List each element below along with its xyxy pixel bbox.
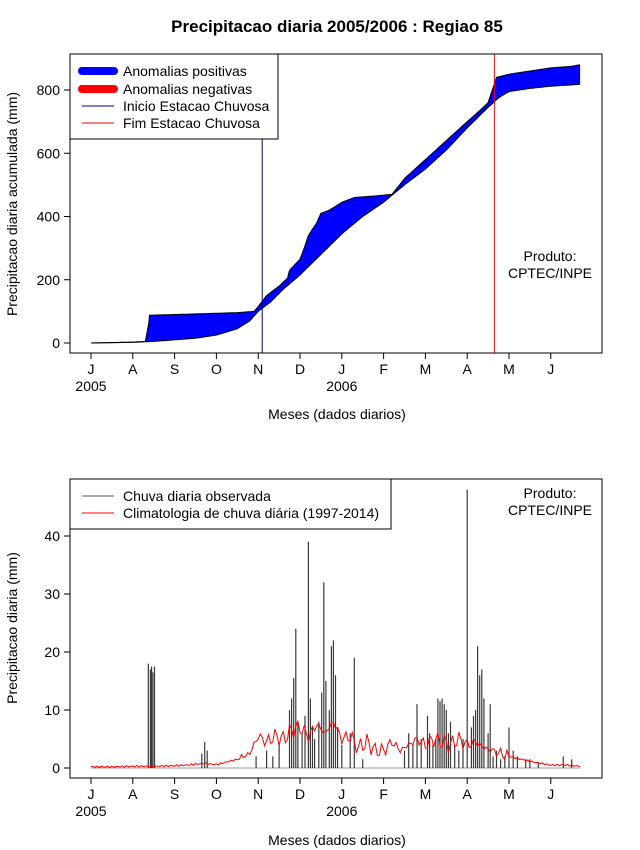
x-tick-label: F xyxy=(379,361,388,377)
x-tick-label: A xyxy=(463,786,473,802)
x-tick-label: J xyxy=(88,361,95,377)
product-source: CPTEC/INPE xyxy=(508,265,592,281)
y-axis-label: Precipitacao diaria acumulada (mm) xyxy=(4,92,20,316)
y-tick-label: 0 xyxy=(52,335,60,351)
y-axis: 0 200 400 600 800 xyxy=(37,82,71,351)
x-tick-label: O xyxy=(211,786,222,802)
positive-anomaly-area xyxy=(91,64,581,343)
y-tick-label: 20 xyxy=(44,644,60,660)
anomaly-areas xyxy=(91,64,581,343)
x-tick-label: F xyxy=(379,786,388,802)
legend: Anomalias positivas Anomalias negativas … xyxy=(69,53,279,140)
y-tick-label: 30 xyxy=(44,586,60,602)
x-tick-label: D xyxy=(295,361,305,377)
legend-label-positive: Anomalias positivas xyxy=(123,63,247,79)
y-tick-label: 40 xyxy=(44,528,60,544)
x-tick-label: S xyxy=(170,361,179,377)
legend-label-negative: Anomalias negativas xyxy=(123,81,252,97)
accumulated-precip-chart: Precipitacao diaria 2005/2006 : Regiao 8… xyxy=(4,17,603,422)
product-source: CPTEC/INPE xyxy=(508,502,592,518)
x-tick-label: J xyxy=(338,361,345,377)
x-tick-label: A xyxy=(463,361,473,377)
x-tick-label: J xyxy=(88,786,95,802)
x-tick-label: A xyxy=(128,786,138,802)
legend-label-end: Fim Estacao Chuvosa xyxy=(123,115,260,131)
y-axis: 0 10 20 30 40 xyxy=(44,528,71,776)
x-tick-label: N xyxy=(253,786,263,802)
product-label: Produto: xyxy=(524,485,577,501)
y-tick-label: 600 xyxy=(37,145,61,161)
legend-label-climatology: Climatologia de chuva diária (1997-2014) xyxy=(123,505,379,521)
x-tick-label: D xyxy=(295,786,305,802)
year-label: 2006 xyxy=(326,803,357,819)
x-tick-label: M xyxy=(503,786,515,802)
y-tick-label: 200 xyxy=(37,272,61,288)
x-tick-label: S xyxy=(170,786,179,802)
climatology-accumulated-line xyxy=(91,83,581,344)
x-axis-label: Meses (dados diarios) xyxy=(268,832,406,848)
x-axis-label: Meses (dados diarios) xyxy=(268,406,406,422)
x-tick-label: J xyxy=(547,361,554,377)
y-tick-label: 400 xyxy=(37,209,61,225)
x-tick-label: M xyxy=(420,786,432,802)
daily-bars xyxy=(91,489,581,769)
y-tick-label: 0 xyxy=(52,760,60,776)
legend-label-observed: Chuva diaria observada xyxy=(123,488,271,504)
y-tick-label: 800 xyxy=(37,82,61,98)
x-tick-label: J xyxy=(547,786,554,802)
accumulated-lines xyxy=(91,64,581,344)
y-tick-label: 10 xyxy=(44,702,60,718)
year-label: 2005 xyxy=(75,378,106,394)
year-label: 2005 xyxy=(75,803,106,819)
chart-title: Precipitacao diaria 2005/2006 : Regiao 8… xyxy=(171,17,503,36)
climatology-line xyxy=(90,719,581,769)
observed-accumulated-line xyxy=(91,64,581,344)
y-axis-label: Precipitacao diaria (mm) xyxy=(4,552,20,704)
x-tick-label: A xyxy=(128,361,138,377)
x-tick-label: O xyxy=(211,361,222,377)
legend: Chuva diaria observada Climatologia de c… xyxy=(69,478,392,530)
x-tick-label: N xyxy=(253,361,263,377)
legend-label-start: Inicio Estacao Chuvosa xyxy=(123,98,270,114)
product-label: Produto: xyxy=(524,248,577,264)
x-tick-label: J xyxy=(338,786,345,802)
x-tick-label: M xyxy=(420,361,432,377)
year-label: 2006 xyxy=(326,378,357,394)
x-tick-label: M xyxy=(503,361,515,377)
legend-box xyxy=(69,478,392,530)
